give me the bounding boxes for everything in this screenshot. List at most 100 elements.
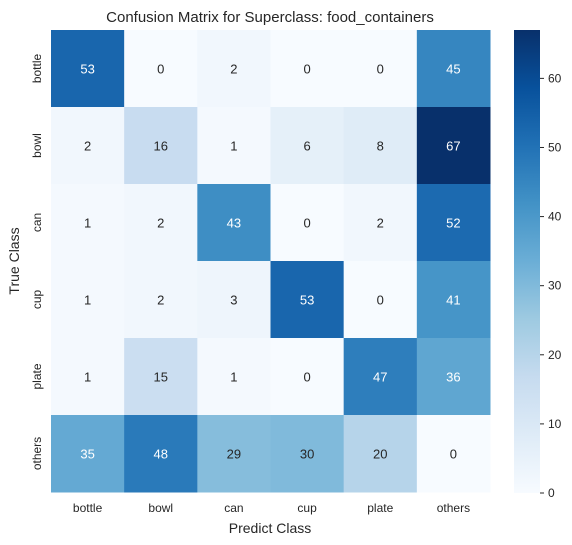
heatmap-cell	[343, 338, 418, 416]
heatmap-cell	[197, 30, 271, 108]
cell-value-label: 0	[303, 216, 310, 231]
heatmap-cell	[343, 30, 418, 108]
cell-value-label: 35	[80, 447, 94, 462]
heatmap-cells	[51, 30, 491, 493]
heatmap-cell	[197, 338, 271, 416]
heatmap-cell	[416, 415, 491, 493]
heatmap-cell	[416, 30, 491, 108]
heatmap-cell-labels: 53 0 2 0 0 452 16 1 6 8 671 2 43 0 2 521 2 3 53 0 411 15 1 0 47 3…	[80, 62, 460, 462]
x-tick-label: can	[224, 501, 243, 515]
cell-value-label: 0	[450, 447, 457, 462]
cell-value-label: 47	[373, 370, 387, 385]
heatmap-cell	[270, 30, 345, 108]
cell-value-label: 1	[230, 370, 237, 385]
heatmap-cell	[416, 261, 491, 339]
heatmap-cell	[124, 415, 198, 493]
heatmap-cell	[197, 415, 271, 493]
cell-value-label: 1	[84, 216, 91, 231]
colorbar	[514, 30, 540, 493]
heatmap-cell	[343, 415, 418, 493]
heatmap-cell	[416, 107, 491, 185]
heatmap-cell	[270, 107, 345, 185]
heatmap-cell	[270, 338, 345, 416]
heatmap-cell	[270, 261, 345, 339]
heatmap-cell	[51, 30, 125, 108]
heatmap-cell	[270, 415, 345, 493]
heatmap-cell	[51, 184, 125, 262]
chart-title: Confusion Matrix for Superclass: food_co…	[106, 9, 434, 26]
y-tick-label: bowl	[30, 133, 44, 158]
heatmap-cell	[197, 107, 271, 185]
colorbar-tick-label: 0	[548, 486, 555, 500]
heatmap-cell	[343, 184, 418, 262]
cell-value-label: 1	[84, 370, 91, 385]
cell-value-label: 0	[303, 62, 310, 77]
cell-value-label: 20	[373, 447, 387, 462]
cell-value-label: 30	[300, 447, 314, 462]
cell-value-label: 52	[446, 216, 460, 231]
cell-value-label: 2	[84, 139, 91, 154]
x-axis-label: Predict Class	[229, 520, 311, 536]
cell-value-label: 16	[154, 139, 168, 154]
x-tick-label: bottle	[73, 501, 103, 515]
x-tick-label: bowl	[148, 501, 173, 515]
colorbar-tick-label: 10	[548, 417, 562, 431]
cell-value-label: 43	[227, 216, 241, 231]
cell-value-label: 67	[446, 139, 460, 154]
heatmap-cell	[124, 107, 198, 185]
heatmap-cell	[51, 338, 125, 416]
y-axis-tick-labels: bottle bowl can cup plate others	[30, 53, 44, 470]
y-tick-label: others	[30, 437, 44, 470]
cell-value-label: 53	[300, 293, 314, 308]
cell-value-label: 41	[446, 293, 460, 308]
heatmap-cell	[124, 261, 198, 339]
heatmap-cell	[416, 184, 491, 262]
cell-value-label: 2	[230, 62, 237, 77]
cell-value-label: 8	[377, 139, 384, 154]
cell-value-label: 0	[377, 293, 384, 308]
colorbar-tick-label: 40	[548, 210, 562, 224]
cell-value-label: 48	[154, 447, 168, 462]
cell-value-label: 0	[303, 370, 310, 385]
cell-value-label: 2	[157, 216, 164, 231]
heatmap-cell	[416, 338, 491, 416]
heatmap-cell	[343, 107, 418, 185]
heatmap-cell	[197, 184, 271, 262]
heatmap-cell	[51, 107, 125, 185]
heatmap-cell	[124, 338, 198, 416]
x-tick-label: others	[437, 501, 470, 515]
colorbar-ticks: 0 10 20 30 40 50 60	[540, 71, 562, 500]
colorbar-tick-label: 30	[548, 279, 562, 293]
y-axis-label: True Class	[6, 227, 22, 294]
heatmap-cell	[124, 30, 198, 108]
heatmap-cell	[270, 184, 345, 262]
cell-value-label: 1	[84, 293, 91, 308]
colorbar-tick-label: 20	[548, 348, 562, 362]
y-tick-label: plate	[30, 363, 44, 389]
cell-value-label: 0	[157, 62, 164, 77]
cell-value-label: 2	[157, 293, 164, 308]
cell-value-label: 53	[80, 62, 94, 77]
heatmap-cell	[197, 261, 271, 339]
heatmap-cell	[51, 261, 125, 339]
y-tick-label: cup	[30, 290, 44, 310]
cell-value-label: 15	[154, 370, 168, 385]
colorbar-tick-label: 50	[548, 140, 562, 154]
heatmap-cell	[343, 261, 418, 339]
cell-value-label: 2	[377, 216, 384, 231]
y-tick-label: bottle	[30, 53, 44, 83]
x-tick-label: plate	[367, 501, 393, 515]
cell-value-label: 29	[227, 447, 241, 462]
cell-value-label: 45	[446, 62, 460, 77]
heatmap-cell	[124, 184, 198, 262]
cell-value-label: 6	[303, 139, 310, 154]
cell-value-label: 0	[377, 62, 384, 77]
cell-value-label: 36	[446, 370, 460, 385]
y-tick-label: can	[30, 213, 44, 232]
x-tick-label: cup	[297, 501, 317, 515]
x-axis-tick-labels: bottle bowl can cup plate others	[73, 501, 470, 515]
heatmap-cell	[51, 415, 125, 493]
colorbar-tick-label: 60	[548, 71, 562, 85]
cell-value-label: 1	[230, 139, 237, 154]
